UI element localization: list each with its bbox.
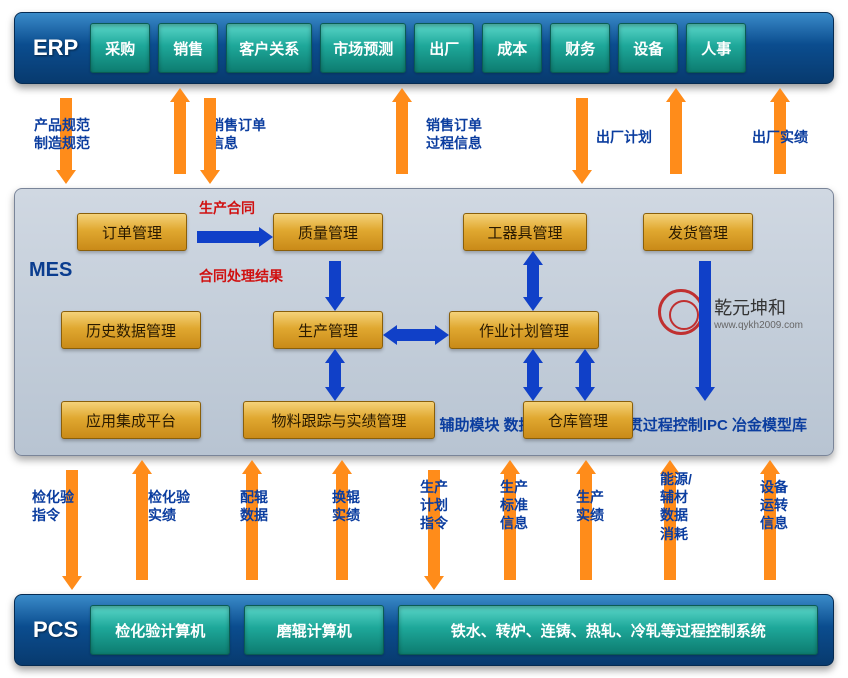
arrow [572,88,592,184]
flow-label: 检化验 指令 [32,488,74,524]
erp-module: 财务 [550,23,610,73]
arrow [62,460,82,590]
mes-title: MES [29,259,72,282]
flow-label: 配辊 数据 [240,488,268,524]
mes-box-tool: 工器具管理 [463,213,587,251]
flow-label: 设备 运转 信息 [760,478,788,533]
mes-box-store: 仓库管理 [523,401,633,439]
arrow [170,88,190,184]
mes-box-prod: 生产管理 [273,311,383,349]
erp-module: 出厂 [414,23,474,73]
arrow [523,349,543,401]
arrow [392,88,412,184]
flow-label: 出厂实绩 [752,128,808,146]
pcs-module: 磨辊计算机 [244,605,384,655]
erp-modules: 采购销售客户关系市场预测出厂成本财务设备人事 [90,23,823,73]
flow-label: 销售订单 过程信息 [426,116,482,152]
erp-layer: ERP 采购销售客户关系市场预测出厂成本财务设备人事 [14,12,834,84]
mes-layer: MES 乾元坤和 www.qykh2009.com 辅助模块 数据挖掘与分析 一… [14,188,834,456]
logo-url: www.qykh2009.com [714,320,803,331]
arrow [575,349,595,401]
flow-label: 出厂计划 [596,128,652,146]
mes-box-history: 历史数据管理 [61,311,201,349]
mes-inner-label: 生产合同 [199,199,255,217]
mes-box-plan: 作业计划管理 [449,311,599,349]
erp-module: 采购 [90,23,150,73]
arrow [666,88,686,184]
pcs-modules: 检化验计算机磨辊计算机铁水、转炉、连铸、热轧、冷轧等过程控制系统 [90,605,823,655]
erp-module: 客户关系 [226,23,312,73]
mes-box-integ: 应用集成平台 [61,401,201,439]
arrow [200,88,220,184]
flow-label: 能源/ 辅材 数据 消耗 [660,470,692,543]
arrow [383,325,449,345]
arrow [242,460,262,590]
flow-label: 生产 标准 信息 [500,478,528,533]
erp-module: 成本 [482,23,542,73]
erp-module: 销售 [158,23,218,73]
mes-inner-label: 合同处理结果 [199,267,283,285]
flow-label: 检化验 实绩 [148,488,190,524]
arrow [695,251,715,401]
flow-label: 换辊 实绩 [332,488,360,524]
logo-cn: 乾元坤和 [714,294,803,320]
mes-box-ship: 发货管理 [643,213,753,251]
flow-label: 产品规范 制造规范 [34,116,90,152]
arrow [325,349,345,401]
pcs-layer: PCS 检化验计算机磨辊计算机铁水、转炉、连铸、热轧、冷轧等过程控制系统 [14,594,834,666]
pcs-title: PCS [33,617,78,643]
arrow [332,460,352,590]
arrow [576,460,596,590]
arrow [325,251,345,311]
arrow [132,460,152,590]
flow-label: 生产 计划 指令 [420,478,448,533]
arrow [523,251,543,311]
mes-box-quality: 质量管理 [273,213,383,251]
pcs-module: 检化验计算机 [90,605,230,655]
erp-title: ERP [33,35,78,61]
mes-box-order: 订单管理 [77,213,187,251]
erp-module: 设备 [618,23,678,73]
mes-box-track: 物料跟踪与实绩管理 [243,401,435,439]
erp-module: 人事 [686,23,746,73]
erp-module: 市场预测 [320,23,406,73]
pcs-module: 铁水、转炉、连铸、热轧、冷轧等过程控制系统 [398,605,818,655]
logo: 乾元坤和 www.qykh2009.com [658,289,803,335]
flow-label: 生产 实绩 [576,488,604,524]
arrow [187,227,273,247]
